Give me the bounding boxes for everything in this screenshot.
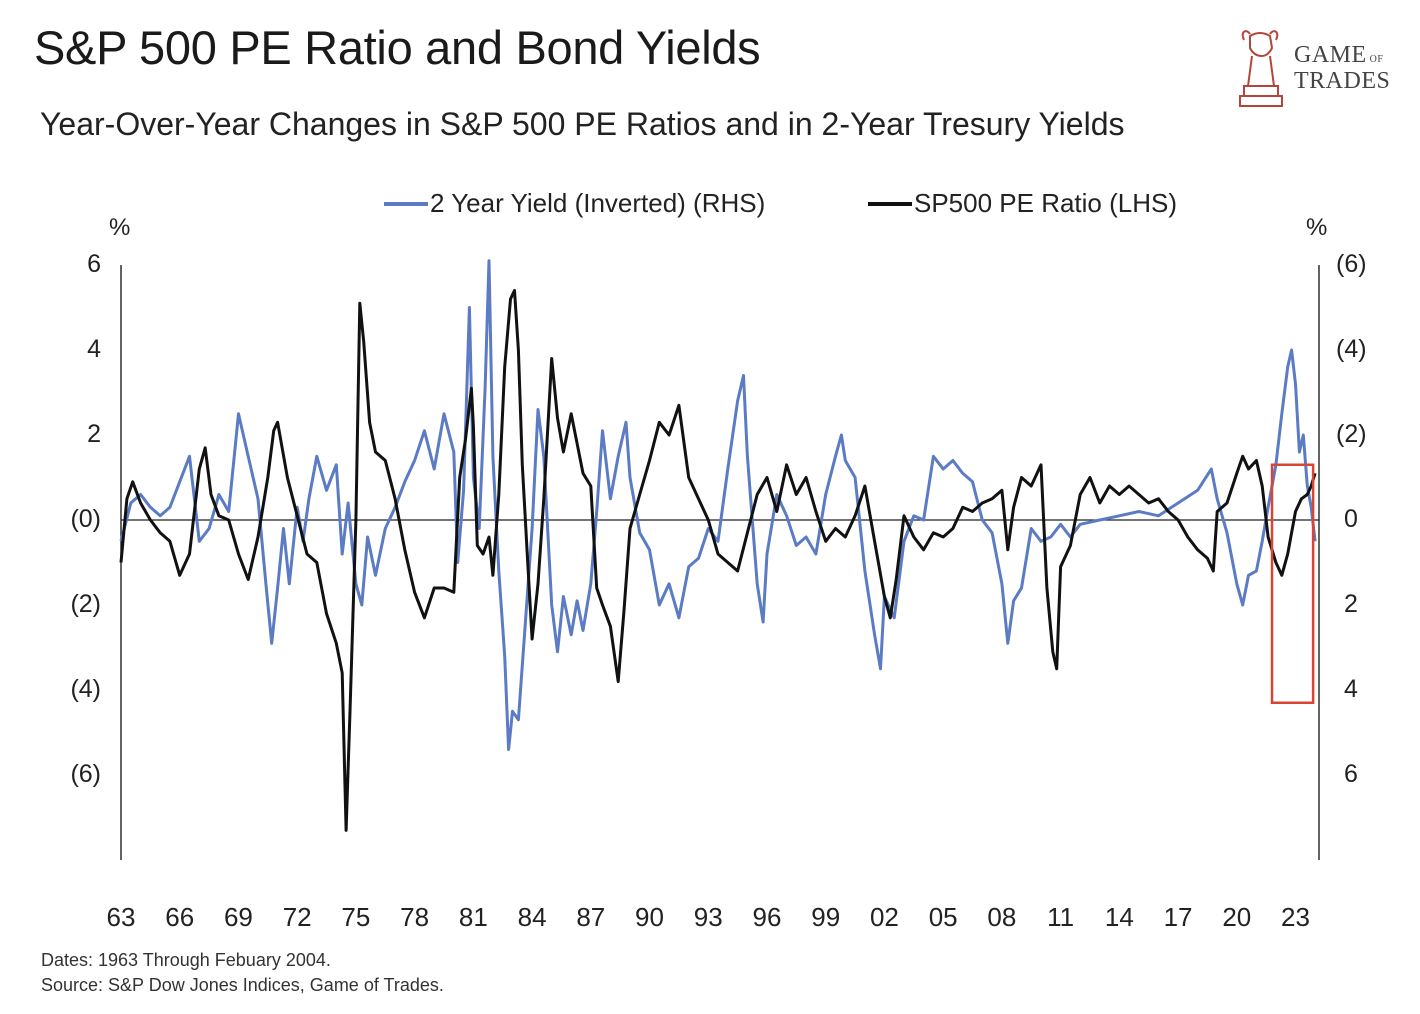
chart-subtitle: Year-Over-Year Changes in S&P 500 PE Rat… bbox=[40, 106, 1125, 142]
chart-title: S&P 500 PE Ratio and Bond Yields bbox=[34, 21, 761, 74]
logo-line2: TRADES bbox=[1294, 68, 1391, 94]
left-y-tick-label: (4) bbox=[70, 675, 101, 703]
x-tick-label: 69 bbox=[223, 902, 253, 932]
highlight-box bbox=[1270, 463, 1315, 704]
x-tick-label: 93 bbox=[693, 902, 723, 932]
x-tick-label: 78 bbox=[400, 902, 430, 932]
x-tick-label: 63 bbox=[106, 902, 136, 932]
right-y-tick-label: 2 bbox=[1344, 590, 1358, 618]
x-tick-label: 75 bbox=[341, 902, 371, 932]
x-tick-label: 14 bbox=[1104, 902, 1134, 932]
right-y-tick-label: (6) bbox=[1336, 250, 1367, 278]
footnote-dates: Dates: 1963 Through Febuary 2004. bbox=[41, 950, 331, 970]
legend-item-pe-ratio: SP500 PE Ratio (LHS) bbox=[868, 188, 1177, 219]
x-tick-label: 08 bbox=[987, 902, 1017, 932]
x-tick-label: 72 bbox=[282, 902, 312, 932]
legend-label-2y-yield: 2 Year Yield (Inverted) (RHS) bbox=[430, 188, 766, 218]
left-y-tick-label: 6 bbox=[87, 250, 101, 278]
right-y-tick-label: 0 bbox=[1344, 505, 1358, 533]
left-axis-unit: % bbox=[109, 214, 131, 241]
legend-swatch-2y-yield bbox=[384, 201, 428, 206]
legend-item-2y-yield: 2 Year Yield (Inverted) (RHS) bbox=[384, 188, 765, 219]
x-tick-label: 87 bbox=[576, 902, 606, 932]
x-tick-label: 05 bbox=[928, 902, 958, 932]
left-y-tick-label: 2 bbox=[87, 420, 101, 448]
left-y-tick-label: (2) bbox=[70, 590, 101, 618]
game-of-trades-logo: GAME OF TRADES bbox=[1232, 26, 1402, 112]
right-axis-unit: % bbox=[1306, 214, 1328, 241]
x-tick-label: 99 bbox=[811, 902, 841, 932]
x-tick-label: 17 bbox=[1163, 902, 1193, 932]
left-y-tick-label: (6) bbox=[70, 760, 101, 788]
bull-chess-knight-icon bbox=[1239, 30, 1283, 107]
x-tick-label: 96 bbox=[752, 902, 782, 932]
series-line-2y-yield bbox=[119, 259, 1317, 751]
x-tick-label: 66 bbox=[165, 902, 195, 932]
x-tick-label: 11 bbox=[1047, 902, 1075, 932]
x-tick-label: 81 bbox=[458, 902, 488, 932]
left-y-tick-label: (0) bbox=[70, 505, 101, 533]
series-line-pe-ratio bbox=[119, 289, 1317, 832]
legend-label-pe-ratio: SP500 PE Ratio (LHS) bbox=[914, 188, 1178, 218]
left-y-tick-label: 4 bbox=[87, 335, 101, 363]
x-tick-label: 02 bbox=[869, 902, 899, 932]
right-y-tick-label: (4) bbox=[1336, 335, 1367, 363]
right-y-tick-label: 4 bbox=[1344, 675, 1358, 703]
x-tick-label: 84 bbox=[517, 902, 547, 932]
chart-legend: 2 Year Yield (Inverted) (RHS) SP500 PE R… bbox=[0, 188, 1420, 224]
x-tick-label: 90 bbox=[635, 902, 664, 932]
x-tick-label: 23 bbox=[1281, 902, 1310, 932]
right-y-tick-label: (2) bbox=[1336, 420, 1367, 448]
x-tick-label: 20 bbox=[1222, 902, 1252, 932]
legend-swatch-pe-ratio bbox=[868, 201, 912, 206]
footnote-source: Source: S&P Dow Jones Indices, Game of T… bbox=[41, 975, 444, 995]
right-y-tick-label: 6 bbox=[1344, 760, 1358, 788]
logo-line1: GAME OF bbox=[1294, 42, 1384, 68]
